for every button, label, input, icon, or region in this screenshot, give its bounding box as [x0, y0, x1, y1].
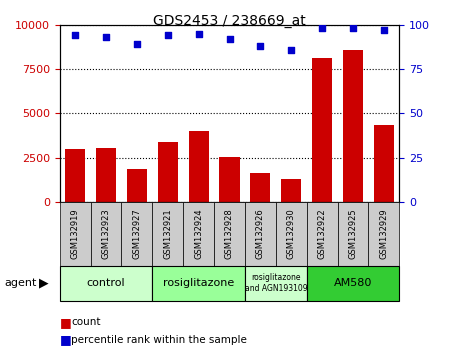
- Text: ■: ■: [60, 333, 72, 346]
- Text: rosiglitazone
and AGN193109: rosiglitazone and AGN193109: [245, 274, 307, 293]
- Text: GSM132925: GSM132925: [348, 208, 358, 259]
- Text: percentile rank within the sample: percentile rank within the sample: [71, 335, 247, 345]
- Text: agent: agent: [5, 278, 37, 288]
- Text: ▶: ▶: [39, 277, 48, 290]
- Text: GSM132921: GSM132921: [163, 208, 172, 259]
- Bar: [312, 58, 332, 202]
- Text: count: count: [71, 317, 101, 327]
- Text: ■: ■: [60, 316, 72, 329]
- Bar: [343, 50, 363, 202]
- Text: GSM132924: GSM132924: [194, 208, 203, 259]
- Bar: [65, 149, 85, 202]
- Text: control: control: [87, 278, 125, 288]
- Point: [349, 25, 357, 31]
- Bar: [189, 131, 209, 202]
- Point: [380, 27, 387, 33]
- Text: GSM132919: GSM132919: [71, 208, 79, 259]
- Text: GSM132929: GSM132929: [380, 208, 388, 259]
- Point: [102, 34, 110, 40]
- Text: GDS2453 / 238669_at: GDS2453 / 238669_at: [153, 14, 306, 28]
- Text: rosiglitazone: rosiglitazone: [163, 278, 234, 288]
- Point: [164, 33, 171, 38]
- Text: GSM132928: GSM132928: [225, 208, 234, 259]
- Bar: [281, 179, 301, 202]
- Text: GSM132926: GSM132926: [256, 208, 265, 259]
- Text: GSM132930: GSM132930: [287, 208, 296, 259]
- Text: GSM132927: GSM132927: [132, 208, 141, 259]
- Bar: [158, 143, 178, 202]
- Bar: [127, 169, 147, 202]
- Text: AM580: AM580: [334, 278, 372, 288]
- Text: GSM132923: GSM132923: [101, 208, 111, 259]
- Text: GSM132922: GSM132922: [318, 208, 327, 259]
- Point: [288, 47, 295, 52]
- Point: [72, 33, 79, 38]
- Point: [226, 36, 233, 42]
- Point: [195, 31, 202, 36]
- Bar: [374, 125, 394, 202]
- Bar: [96, 148, 116, 202]
- Point: [257, 43, 264, 49]
- Bar: [250, 173, 270, 202]
- Point: [319, 25, 326, 31]
- Bar: [219, 156, 240, 202]
- Point: [133, 41, 140, 47]
